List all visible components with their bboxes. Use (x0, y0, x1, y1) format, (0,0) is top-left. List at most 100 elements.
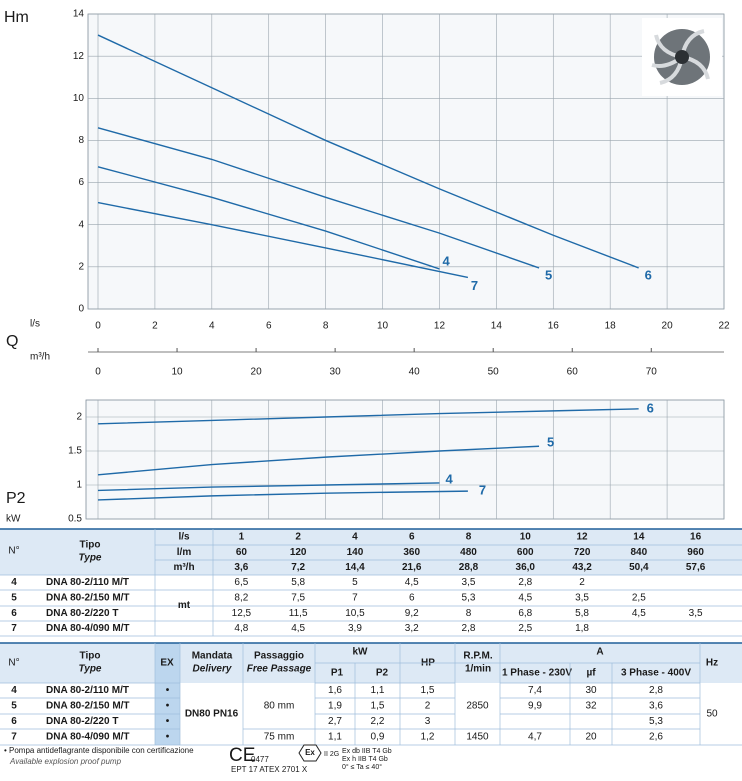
unit-value: 140 (347, 547, 364, 558)
header: 1 Phase - 230V (502, 668, 572, 679)
current-3ph: 5,3 (649, 716, 663, 727)
header: Type (79, 664, 102, 675)
unit-label: l/m (177, 547, 192, 558)
y-tick-label: 14 (73, 9, 85, 20)
row-no: 6 (11, 716, 17, 727)
axis-label: m³/h (30, 352, 50, 363)
x-tick-label: 8 (323, 321, 329, 332)
unit-value: 720 (574, 547, 591, 558)
group: II 2G (324, 751, 339, 758)
head-value: 2,5 (518, 623, 532, 634)
unit-value: 10 (520, 532, 532, 543)
ce-mark: CE (229, 745, 255, 766)
head-value: 4,5 (518, 593, 532, 604)
header: EX (160, 658, 174, 669)
y-tick-label: 2 (78, 261, 84, 272)
header: Type (79, 553, 102, 564)
header: kW (353, 647, 369, 658)
x2-tick-label: 30 (330, 367, 342, 378)
impeller-hub (675, 50, 689, 64)
unit-value: 16 (690, 532, 702, 543)
axis-label: l/s (30, 319, 40, 330)
hp: 3 (425, 716, 431, 727)
head-value: 6 (409, 593, 415, 604)
header: Free Passage (247, 664, 312, 675)
head-value: 3,5 (689, 608, 703, 619)
x-tick-label: 10 (377, 321, 389, 332)
unit-value: 8 (466, 532, 472, 543)
y-tick-label: 1 (76, 480, 82, 491)
curve (97, 127, 540, 269)
header: Delivery (193, 664, 232, 675)
hp: 1,2 (421, 732, 435, 743)
unit-value: 43,2 (572, 562, 592, 573)
ex-flag: • (166, 732, 170, 743)
x-tick-label: 4 (209, 321, 215, 332)
head-value: 2,8 (518, 577, 532, 588)
unit-value: 840 (630, 547, 647, 558)
unit-label: m³/h (173, 562, 194, 573)
unit-value: 4 (352, 532, 358, 543)
hp: 1,5 (421, 685, 435, 696)
passage: 80 mm (264, 701, 295, 712)
unit-value: 3,6 (234, 562, 248, 573)
frequency: 50 (706, 709, 718, 720)
unit-value: 120 (290, 547, 307, 558)
head-value: 4,8 (234, 623, 248, 634)
x-tick-label: 6 (266, 321, 272, 332)
curve-label: 5 (547, 435, 554, 450)
x-tick-label: 14 (491, 321, 503, 332)
curve (97, 445, 540, 476)
marking: 0° ≤ Ta ≤ 40° (342, 763, 382, 771)
impeller-image (642, 18, 722, 96)
current-3ph: 3,6 (649, 701, 663, 712)
header: Passaggio (254, 651, 304, 662)
unit-value: 57,6 (686, 562, 706, 573)
ex-hexagon (298, 744, 322, 762)
p2: 1,1 (371, 685, 385, 696)
p2: 0,9 (371, 732, 385, 743)
header: R.P.M. (463, 651, 492, 662)
y-tick-label: 12 (73, 51, 85, 62)
cell-bg (155, 643, 180, 745)
head-value: 4,5 (291, 623, 305, 634)
rpm: 1450 (466, 732, 489, 743)
curve (97, 482, 440, 492)
header: N° (8, 546, 19, 557)
delivery: DN80 PN16 (185, 709, 239, 720)
curve-label: 6 (647, 400, 654, 415)
header: Tipo (80, 540, 101, 551)
curve (97, 201, 469, 279)
p1: 2,7 (328, 716, 342, 727)
unit-value: 60 (236, 547, 248, 558)
curve (97, 34, 639, 269)
y-tick-label: 0.5 (68, 514, 82, 525)
ex-mark: Ex (305, 748, 315, 757)
head-value: 5 (352, 577, 358, 588)
head-value: 2 (579, 577, 585, 588)
header: N° (8, 658, 19, 669)
x-tick-label: 2 (152, 321, 158, 332)
x-tick-label: 20 (662, 321, 674, 332)
curve-label: 5 (545, 267, 552, 282)
header: P2 (376, 668, 389, 679)
cell-bg (0, 529, 742, 575)
x-tick-label: 0 (95, 321, 101, 332)
curve (97, 408, 639, 425)
axis-label: P2 (6, 490, 26, 507)
head-value: 8,2 (234, 593, 248, 604)
y-tick-label: 1.5 (68, 446, 82, 457)
unit-label: l/s (178, 532, 190, 543)
plot-area (85, 399, 725, 520)
x2-tick-label: 40 (409, 367, 421, 378)
model: DNA 80-2/110 M/T (46, 685, 129, 696)
unit-value: 50,4 (629, 562, 649, 573)
head-value: 4,5 (405, 577, 419, 588)
current-1ph: 4,7 (528, 732, 542, 743)
y-tick-label: 8 (78, 135, 84, 146)
marking: Ex h IIB T4 Gb (342, 756, 388, 763)
header: µf (586, 668, 596, 679)
model: DNA 80-2/150 M/T (46, 593, 130, 604)
row-no: 4 (11, 685, 17, 696)
model: DNA 80-4/090 M/T (46, 623, 130, 634)
